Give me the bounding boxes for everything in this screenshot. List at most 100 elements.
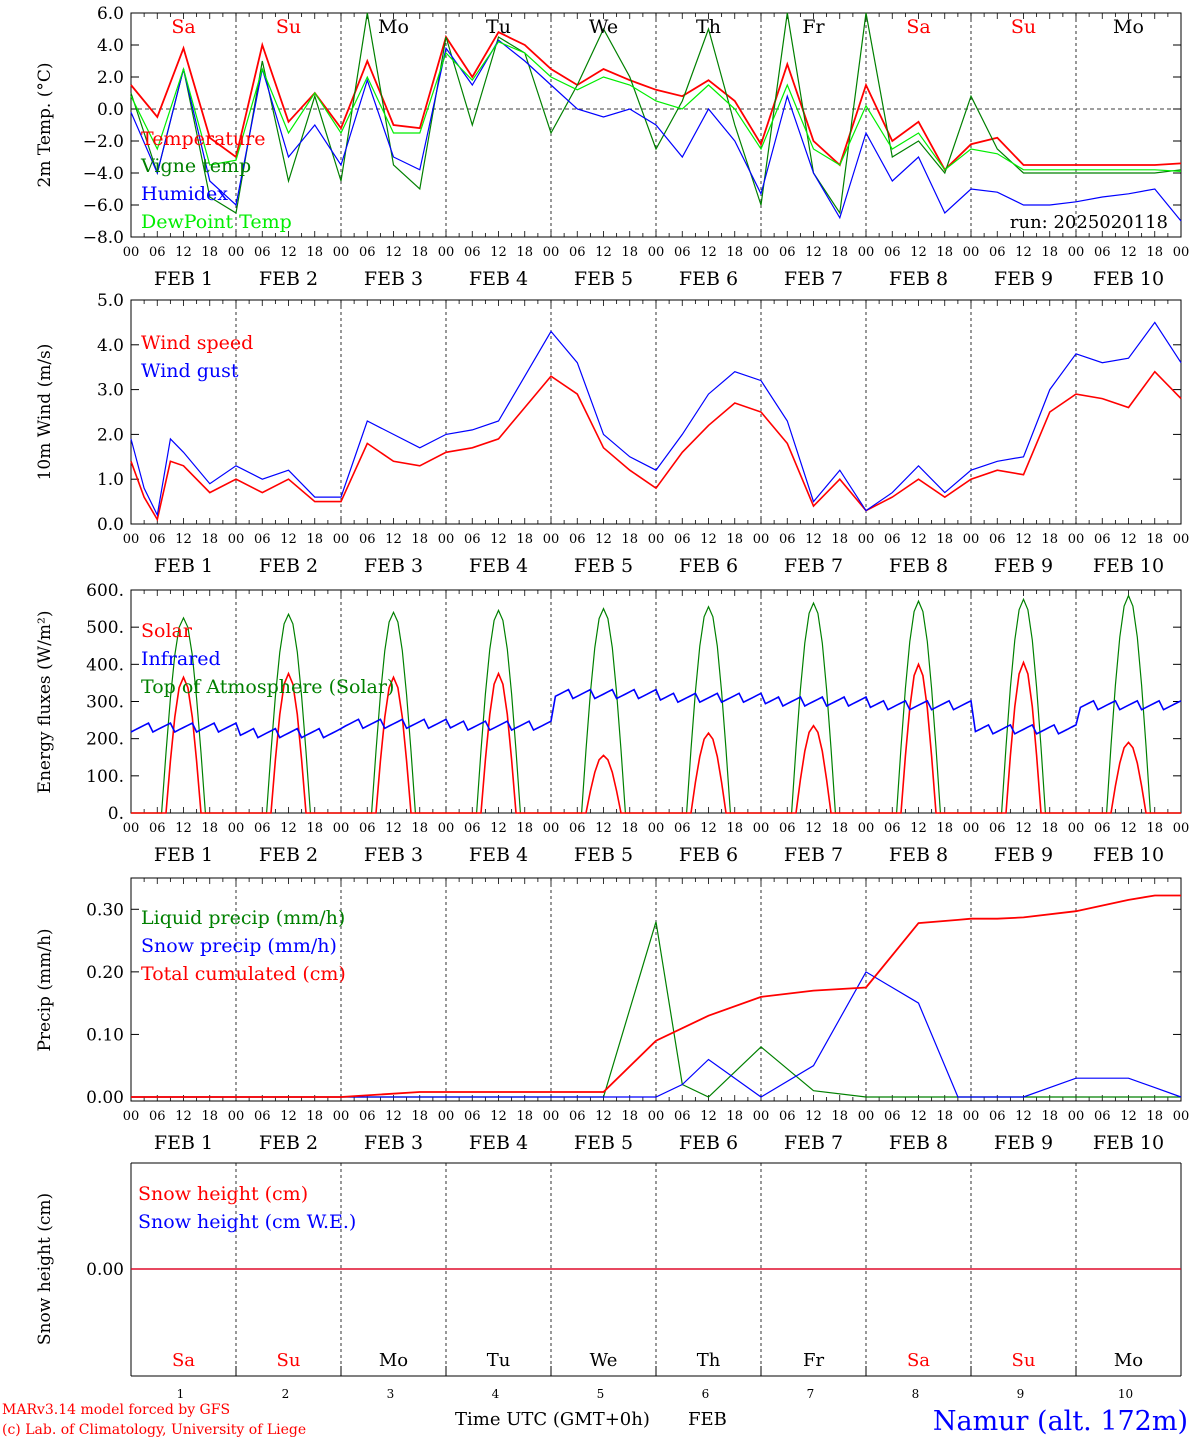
time-axis-label: Time UTC (GMT+0h) [455, 1409, 650, 1430]
date-label: FEB 7 [784, 844, 843, 866]
hour-tick-label: 00 [963, 245, 980, 260]
hour-tick-label: 12 [595, 821, 612, 836]
hour-tick-label: 06 [674, 1109, 691, 1124]
series-line-1 [130, 321, 1182, 517]
hour-tick-label: 18 [306, 1109, 323, 1124]
y-tick-label: 600. [86, 581, 124, 601]
weekday-label: Tu [486, 16, 511, 38]
date-label: FEB 10 [1093, 268, 1164, 290]
hour-tick-label: 06 [569, 245, 586, 260]
date-label: FEB 2 [259, 268, 318, 290]
date-label: FEB 8 [889, 555, 948, 577]
weekday-label: Sa [172, 1350, 195, 1371]
hour-tick-label: 12 [280, 532, 297, 547]
hour-tick-label: 12 [1120, 1109, 1137, 1124]
weekday-label: Mo [1114, 1350, 1143, 1371]
hour-tick-label: 12 [175, 245, 192, 260]
precip-panel: 0.30 0.20 0.10 0.00 Precip (mm/h) Liquid prec… [35, 877, 1189, 1154]
hour-tick-label: 06 [1094, 821, 1111, 836]
hour-tick-label: 18 [936, 532, 953, 547]
hour-tick-label: 18 [621, 532, 638, 547]
y-tick-label: 2.0 [97, 425, 124, 445]
hour-tick-label: 06 [989, 1109, 1006, 1124]
series-line-3 [130, 41, 1182, 172]
run-label: run: 2025020118 [1010, 212, 1168, 233]
hour-tick-label: 06 [464, 245, 481, 260]
legend-entry: Snow height (cm) [138, 1183, 308, 1205]
hour-tick-label: 18 [201, 532, 218, 547]
hour-tick-label: 18 [306, 821, 323, 836]
hour-tick-label: 12 [1015, 821, 1032, 836]
hour-tick-label: 06 [254, 821, 271, 836]
date-label: FEB 5 [574, 268, 633, 290]
hour-tick-label: 06 [359, 245, 376, 260]
date-label: FEB 5 [574, 1132, 633, 1154]
hour-tick-label: 00 [228, 532, 245, 547]
hour-tick-label: 12 [1120, 532, 1137, 547]
day-number: 9 [1017, 1387, 1025, 1401]
date-label: FEB 6 [679, 1132, 738, 1154]
hour-tick-label: 12 [1120, 245, 1137, 260]
hour-tick-label: 12 [700, 245, 717, 260]
legend-entry: Wind gust [141, 360, 239, 382]
weekday-label: Sa [171, 16, 195, 38]
hour-tick-label: 00 [753, 821, 770, 836]
hour-tick-label: 00 [648, 245, 665, 260]
hour-tick-label: 12 [1015, 532, 1032, 547]
y-axis-label: 10m Wind (m/s) [35, 344, 55, 481]
hour-tick-label: 12 [805, 532, 822, 547]
hour-tick-label: 18 [516, 245, 533, 260]
hour-tick-label: 06 [149, 245, 166, 260]
hour-tick-label: 12 [1015, 245, 1032, 260]
hour-tick-label: 18 [1146, 821, 1163, 836]
hour-tick-label: 00 [753, 1109, 770, 1124]
date-label: FEB 2 [259, 555, 318, 577]
date-label: FEB 3 [364, 268, 423, 290]
hour-tick-label: 06 [1094, 532, 1111, 547]
date-label: FEB 10 [1093, 1132, 1164, 1154]
hour-tick-label: 06 [779, 245, 796, 260]
y-tick-label: 500. [86, 618, 124, 638]
y-tick-label: 0.00 [86, 1260, 124, 1280]
hour-tick-label: 00 [648, 821, 665, 836]
hour-tick-label: 18 [201, 1109, 218, 1124]
hour-tick-label: 06 [254, 532, 271, 547]
y-tick-label: 0. [108, 804, 124, 824]
weekday-label: Sa [906, 16, 930, 38]
y-tick-label: 200. [86, 730, 124, 750]
hour-tick-label: 06 [149, 532, 166, 547]
date-label: FEB 7 [784, 268, 843, 290]
hour-tick-label: 12 [490, 245, 507, 260]
hour-tick-label: 18 [516, 532, 533, 547]
hour-tick-label: 06 [569, 821, 586, 836]
hour-tick-label: 18 [1041, 821, 1058, 836]
hour-tick-label: 18 [831, 1109, 848, 1124]
date-label: FEB 7 [784, 1132, 843, 1154]
hour-tick-label: 12 [700, 821, 717, 836]
series-line-0 [130, 31, 1182, 172]
hour-tick-label: 12 [700, 1109, 717, 1124]
hour-tick-label: 18 [1146, 245, 1163, 260]
y-tick-label: 0.00 [86, 1088, 124, 1108]
weekday-label: Mo [378, 16, 409, 38]
hour-tick-label: 00 [123, 245, 140, 260]
hour-tick-label: 12 [385, 532, 402, 547]
legend-entry: Solar [141, 620, 193, 642]
date-label: FEB 1 [154, 555, 213, 577]
legend-entry: Infrared [141, 648, 221, 670]
temperature-panel: 6.0 4.0 2.0 0.0 −2.0 −4.0 −6.0 −8.0 2m Temp. (°C… [35, 4, 1189, 290]
hour-tick-label: 18 [201, 821, 218, 836]
hour-tick-label: 18 [936, 1109, 953, 1124]
hour-tick-label: 18 [306, 245, 323, 260]
legend-entry: DewPoint Temp [141, 211, 292, 233]
model-credit: MARv3.14 model forced by GFS [2, 1402, 230, 1418]
date-label: FEB 9 [994, 844, 1053, 866]
date-label: FEB 10 [1093, 844, 1164, 866]
series-line-2 [130, 39, 1182, 222]
hour-tick-label: 12 [175, 532, 192, 547]
hour-tick-label: 00 [963, 1109, 980, 1124]
date-label: FEB 7 [784, 555, 843, 577]
y-tick-label: 100. [86, 767, 124, 787]
date-label: FEB 1 [154, 268, 213, 290]
hour-tick-label: 06 [359, 821, 376, 836]
